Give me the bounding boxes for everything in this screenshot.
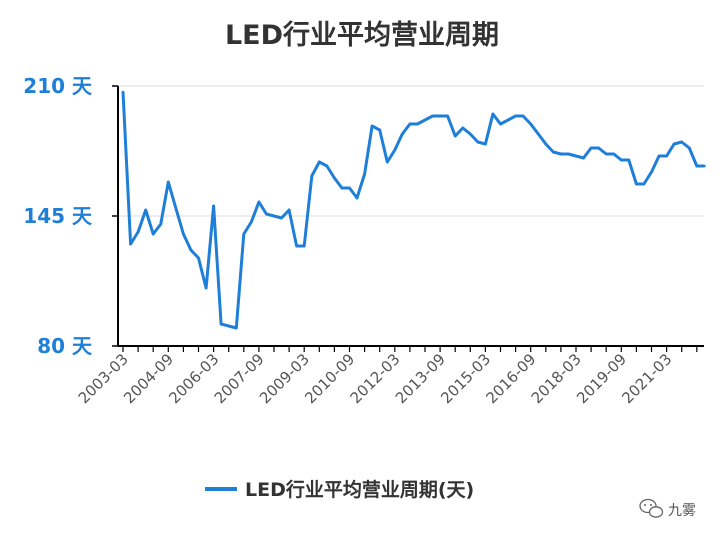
data-point	[657, 154, 661, 158]
data-point	[438, 114, 442, 118]
data-point	[589, 146, 593, 150]
data-point	[453, 134, 457, 138]
legend-label: LED行业平均营业周期(天)	[245, 478, 474, 501]
data-point	[574, 154, 578, 158]
data-point	[597, 146, 600, 150]
data-point	[627, 158, 631, 162]
data-point	[386, 160, 389, 164]
data-point	[620, 158, 623, 162]
y-tick-label: 145 天	[23, 204, 93, 228]
data-point	[401, 132, 404, 136]
data-point	[567, 152, 570, 156]
data-point	[265, 212, 268, 216]
data-point	[446, 114, 449, 118]
data-point	[235, 326, 238, 330]
data-point	[340, 186, 344, 190]
data-point	[537, 132, 540, 136]
data-point	[204, 286, 208, 290]
data-point	[272, 214, 276, 218]
data-point	[642, 182, 646, 186]
data-point	[688, 146, 691, 150]
data-point	[378, 128, 382, 132]
data-point	[514, 114, 517, 118]
data-point	[544, 142, 548, 146]
data-point	[665, 154, 668, 158]
data-point	[703, 164, 706, 168]
data-point	[695, 164, 699, 168]
chart-title: LED行业平均营业周期	[225, 19, 499, 51]
data-point	[280, 216, 283, 220]
data-point	[287, 208, 291, 212]
data-point	[680, 140, 683, 144]
data-point	[476, 140, 480, 144]
data-point	[295, 244, 298, 248]
y-axis: 210 天 145 天 80 天	[23, 74, 119, 358]
data-point	[167, 180, 170, 184]
data-point	[431, 114, 434, 118]
data-point	[310, 174, 314, 178]
data-point	[121, 90, 125, 94]
data-point	[189, 248, 193, 252]
watermark: 九雾	[639, 498, 696, 519]
data-point	[151, 232, 155, 236]
data-point	[159, 222, 163, 226]
x-tick-label: 2021-03	[618, 350, 675, 407]
data-point	[529, 122, 532, 126]
data-point	[416, 122, 419, 126]
data-point	[355, 196, 359, 200]
data-point	[604, 152, 608, 156]
data-point	[242, 232, 246, 236]
data-point	[582, 156, 585, 160]
data-point	[144, 208, 147, 212]
data-point	[499, 122, 502, 126]
series-line	[121, 91, 705, 330]
wechat-chat-icon	[639, 498, 664, 518]
data-point	[635, 182, 638, 186]
data-point	[333, 176, 336, 180]
data-point	[484, 142, 487, 146]
plot-area	[121, 90, 706, 330]
data-point	[491, 112, 495, 116]
data-point	[219, 322, 223, 326]
data-point	[552, 150, 555, 154]
data-point	[423, 118, 427, 122]
data-point	[506, 118, 510, 122]
data-point	[672, 142, 676, 146]
watermark-text: 九雾	[668, 503, 696, 519]
data-point	[559, 152, 563, 156]
data-point	[174, 206, 178, 210]
data-point	[348, 186, 351, 190]
data-point	[325, 164, 329, 168]
data-point	[363, 172, 366, 176]
data-point	[469, 132, 472, 136]
data-point	[318, 160, 321, 164]
data-point	[461, 126, 465, 130]
data-point	[182, 232, 185, 236]
data-point	[136, 230, 140, 234]
data-point	[129, 242, 132, 246]
data-point	[612, 152, 616, 156]
y-tick-label: 210 天	[23, 74, 93, 98]
data-point	[521, 114, 525, 118]
data-point	[212, 204, 215, 208]
data-point	[408, 122, 412, 126]
data-point	[650, 170, 653, 174]
data-point	[250, 220, 253, 224]
data-point	[370, 124, 374, 128]
data-point	[393, 148, 397, 152]
data-point	[302, 244, 306, 248]
data-point	[227, 324, 230, 328]
legend[interactable]: LED行业平均营业周期(天)	[205, 478, 474, 501]
data-point	[257, 200, 261, 204]
x-axis: 2003-032004-092006-032007-092009-032010-…	[75, 345, 704, 407]
data-point	[197, 256, 200, 260]
y-tick-label: 80 天	[37, 334, 93, 358]
